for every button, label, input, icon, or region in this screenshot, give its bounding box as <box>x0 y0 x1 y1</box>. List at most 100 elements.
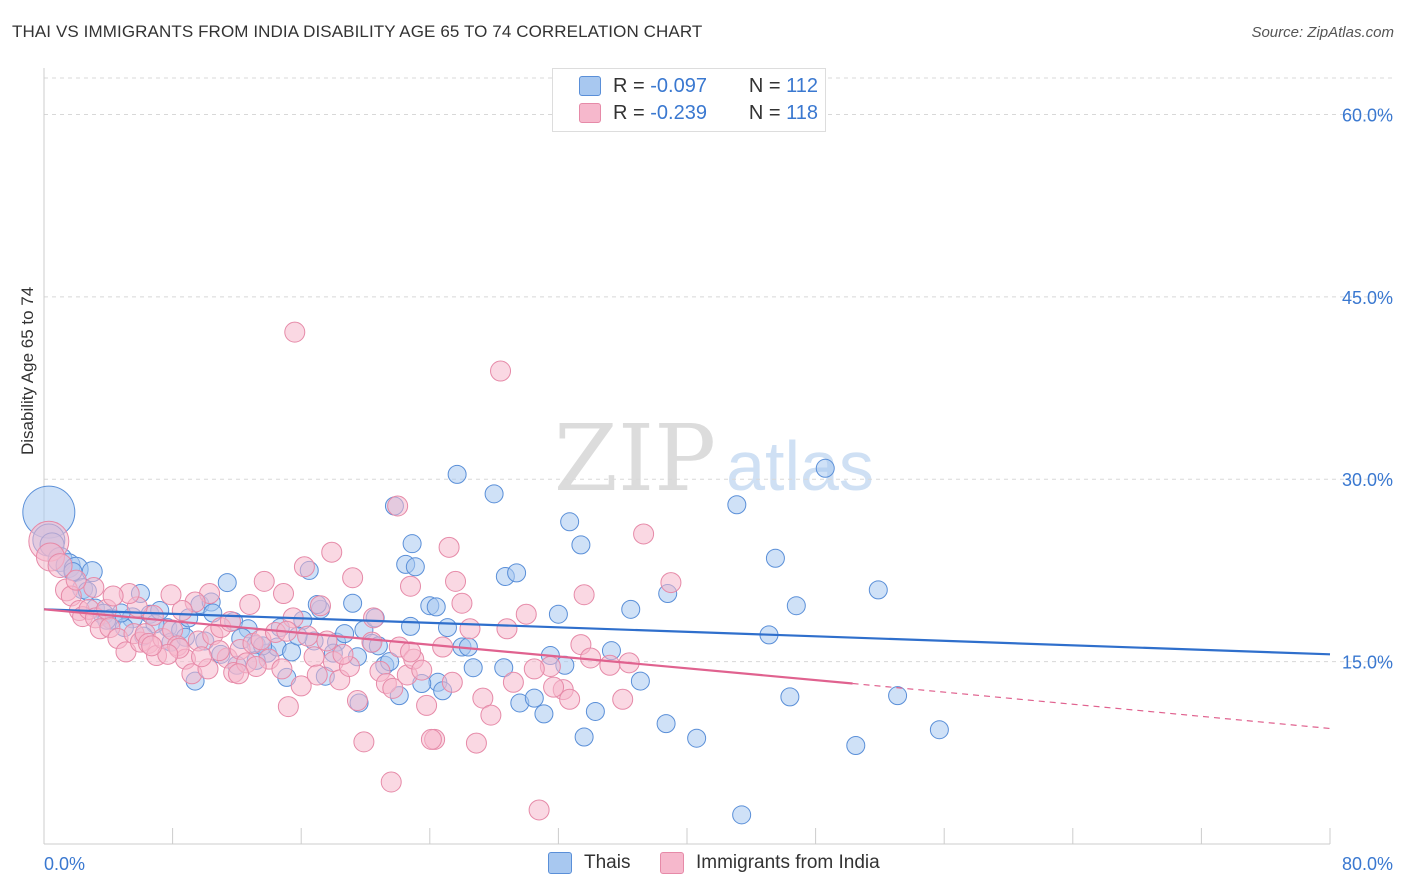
india-point <box>573 584 595 606</box>
thai-point <box>815 458 835 478</box>
chart-title: THAI VS IMMIGRANTS FROM INDIA DISABILITY… <box>12 22 703 41</box>
india-point <box>387 495 409 517</box>
thai-point <box>217 573 237 593</box>
india-point <box>208 640 230 662</box>
india-point <box>416 694 438 716</box>
blue-swatch <box>579 76 601 96</box>
thai-point <box>888 686 908 706</box>
india-point <box>438 536 460 558</box>
y-axis-label: Disability Age 65 to 74 <box>18 286 37 455</box>
india-point <box>239 593 261 615</box>
india-point <box>141 635 163 657</box>
thai-point <box>548 604 568 624</box>
legend-item-india[interactable]: Immigrants from India <box>660 852 880 874</box>
india-point <box>528 799 550 821</box>
thai-point <box>868 580 888 600</box>
y-tick-label: 15.0% <box>1342 653 1393 673</box>
thai-point <box>765 548 785 568</box>
india-point <box>353 731 375 753</box>
india-point <box>102 585 124 607</box>
thai-point <box>463 658 483 678</box>
legend-item-thais[interactable]: Thais <box>548 852 630 874</box>
india-point <box>496 618 518 640</box>
india-point <box>633 523 655 545</box>
thai-point <box>282 642 302 662</box>
thai-point <box>630 671 650 691</box>
india-point <box>346 690 368 712</box>
y-tick-label: 45.0% <box>1342 288 1393 308</box>
thai-point <box>574 727 594 747</box>
india-point <box>441 671 463 693</box>
y-tick-label: 30.0% <box>1342 470 1393 490</box>
india-point <box>332 643 354 665</box>
r-value: -0.097 <box>650 74 707 97</box>
india-point <box>445 570 467 592</box>
india-point <box>451 592 473 614</box>
legend-label-india: Immigrants from India <box>696 852 880 873</box>
india-point <box>400 575 422 597</box>
y-tick-label: 60.0% <box>1342 105 1393 125</box>
india-point <box>382 677 404 699</box>
thai-point <box>437 618 457 638</box>
thai-point <box>405 557 425 577</box>
thai-point <box>534 704 554 724</box>
thai-point <box>621 599 641 619</box>
thai-trend-line <box>43 608 1331 656</box>
thai-point <box>335 624 355 644</box>
source-credit: Source: ZipAtlas.com <box>1251 24 1394 41</box>
thai-point <box>507 563 527 583</box>
india-trend-line <box>43 608 853 685</box>
india-point <box>599 654 621 676</box>
india-point <box>363 607 385 629</box>
india-point <box>523 658 545 680</box>
thai-point <box>402 534 422 554</box>
legend-row-india: R = -0.239 N = 118 <box>579 100 818 126</box>
x-tick-label: 0.0% <box>44 854 85 874</box>
thai-point <box>524 688 544 708</box>
india-point <box>660 572 682 594</box>
india-point <box>277 696 299 718</box>
thai-point <box>846 736 866 756</box>
india-point <box>321 541 343 563</box>
n-value: 112 <box>786 74 819 97</box>
blue-swatch <box>548 852 572 874</box>
pink-swatch <box>579 103 601 123</box>
india-point <box>420 728 442 750</box>
india-point <box>245 655 267 677</box>
thai-point <box>343 593 363 613</box>
india-point <box>290 675 312 697</box>
thai-point <box>447 464 467 484</box>
india-point <box>228 663 250 685</box>
legend-row-thais: R = -0.097 N = 112 <box>579 73 818 99</box>
thai-point <box>484 484 504 504</box>
pink-swatch <box>660 852 684 874</box>
india-point <box>284 321 306 343</box>
india-point <box>303 646 325 668</box>
india-point <box>543 676 565 698</box>
india-point <box>465 732 487 754</box>
india-point <box>502 671 524 693</box>
thai-point <box>929 720 949 740</box>
india-point <box>472 687 494 709</box>
india-point <box>219 610 241 632</box>
thai-point <box>494 658 514 678</box>
r-label: R = <box>613 74 645 97</box>
india-point <box>47 553 73 579</box>
india-point <box>171 600 193 622</box>
thai-point <box>786 596 806 616</box>
series-legend: Thais Immigrants from India <box>0 852 1406 878</box>
india-point <box>490 360 512 382</box>
india-point <box>253 570 275 592</box>
thai-point <box>727 495 747 515</box>
india-point <box>309 595 331 617</box>
watermark-atlas: atlas <box>726 427 874 505</box>
thai-point <box>401 616 421 636</box>
india-point <box>160 584 182 606</box>
r-label: R = <box>613 101 645 124</box>
india-point <box>83 576 105 598</box>
watermark-zip: ZIP <box>554 405 716 512</box>
india-point <box>361 631 383 653</box>
x-tick-label: 80.0% <box>1342 854 1393 874</box>
thai-point <box>732 805 752 825</box>
